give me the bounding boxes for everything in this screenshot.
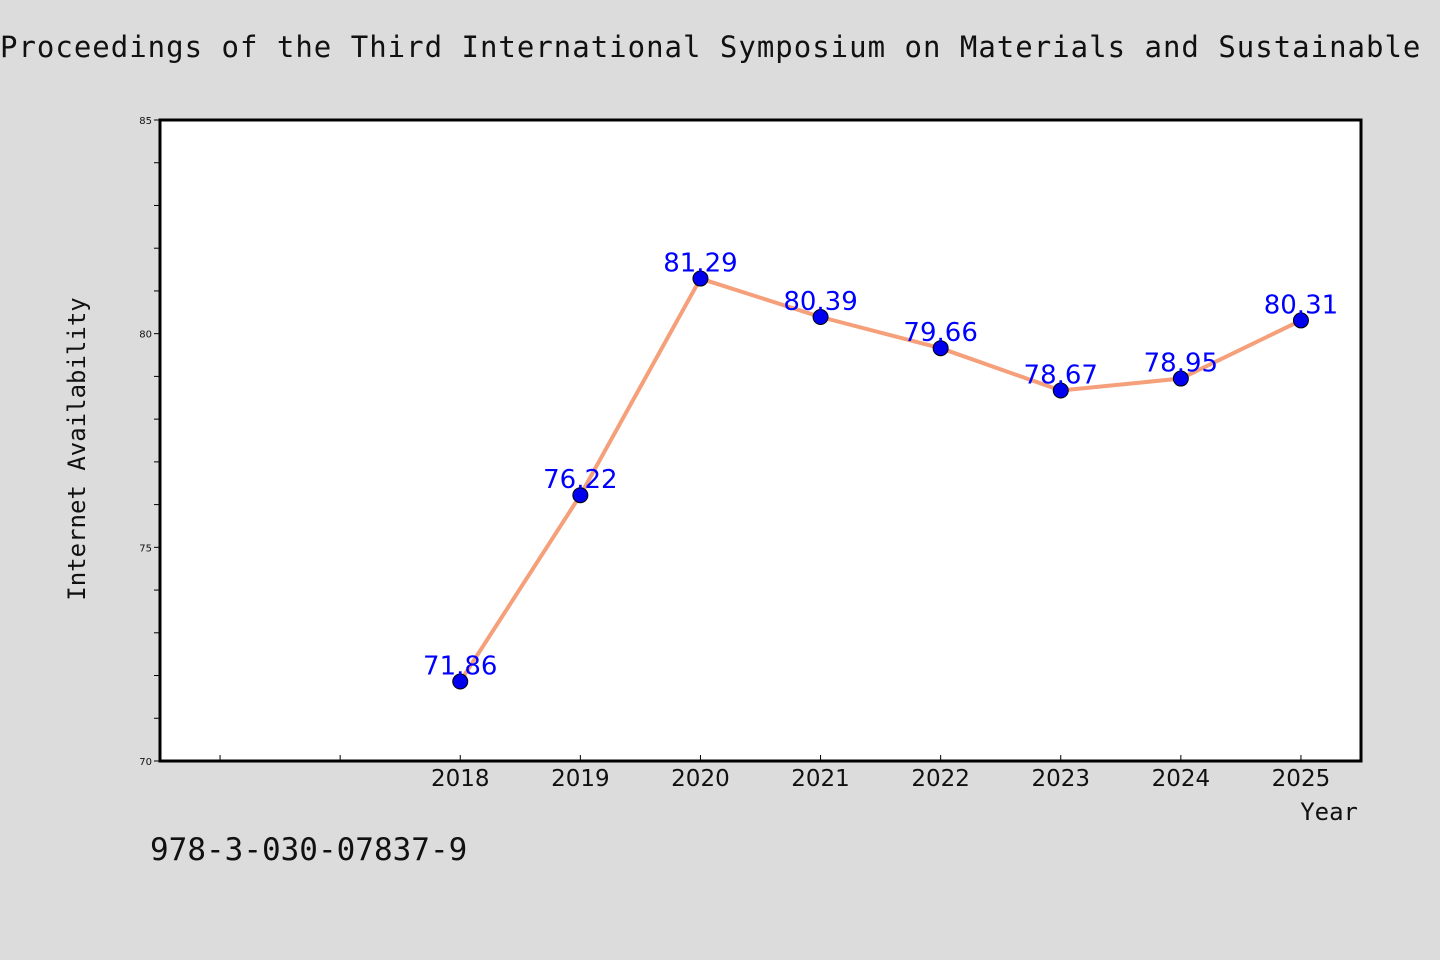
y-axis-label: Internet Availability (63, 297, 91, 600)
y-tick-label: 70 (139, 757, 152, 768)
y-axis: 70 75 80 85 (139, 116, 160, 768)
plot-area (158, 118, 1363, 763)
x-tick-label: 2025 (1272, 766, 1331, 792)
data-labels: 71.86 76.22 81.29 80.39 79.66 78.67 78.95 80.31 (423, 249, 1338, 682)
series-layer (452, 270, 1309, 690)
x-tick-label: 2019 (551, 766, 610, 792)
data-point (452, 673, 469, 690)
data-point (572, 487, 589, 504)
data-label: 71.86 (423, 652, 497, 682)
data-label: 80.39 (783, 287, 857, 317)
data-point (1292, 312, 1309, 329)
x-tick-label: 2024 (1152, 766, 1211, 792)
data-point (932, 340, 949, 357)
series-line (458, 276, 1302, 683)
x-tick-label: 2023 (1031, 766, 1090, 792)
data-label: 78.67 (1024, 361, 1098, 391)
data-point (1052, 382, 1069, 399)
isbn-text: 978-3-030-07837-9 (150, 832, 468, 868)
data-label: 76.22 (543, 465, 617, 495)
x-axis-label: Year (1300, 798, 1358, 826)
y-tick-label: 85 (139, 116, 152, 127)
y-tick-label: 75 (139, 543, 152, 554)
x-tick-label: 2021 (791, 766, 850, 792)
data-label: 81.29 (663, 249, 737, 279)
x-tick-label: 2020 (671, 766, 730, 792)
y-tick-label: 80 (139, 330, 152, 341)
data-point (692, 270, 709, 287)
x-tick-label: 2018 (431, 766, 490, 792)
data-label: 79.66 (903, 318, 977, 348)
data-point (1172, 370, 1189, 387)
data-label: 78.95 (1144, 349, 1218, 379)
data-point (812, 309, 829, 326)
page-title: Proceedings of the Third International S… (0, 30, 1440, 64)
x-axis: 2018 2019 2020 2021 2022 2023 2024 2025 (219, 755, 1331, 792)
data-label: 80.31 (1264, 290, 1338, 320)
x-tick-label: 2022 (911, 766, 970, 792)
